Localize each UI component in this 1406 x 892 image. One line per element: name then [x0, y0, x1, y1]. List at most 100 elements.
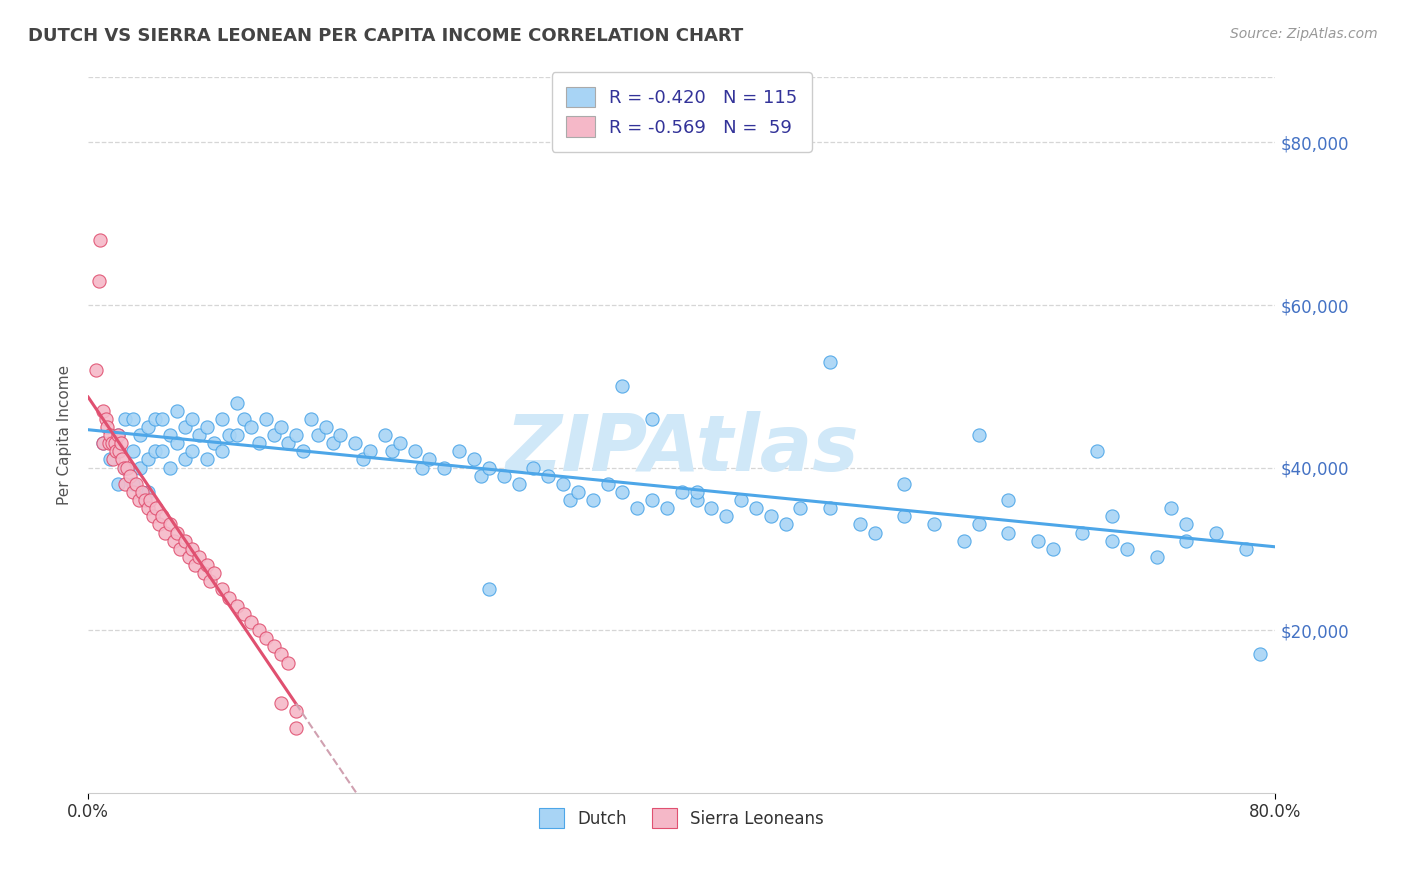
Point: [136, 420, 159, 434]
Point: [952, 533, 974, 548]
Point: [118, 468, 141, 483]
Point: [893, 476, 915, 491]
Point: [818, 355, 841, 369]
Point: [329, 428, 352, 442]
Point: [418, 452, 440, 467]
Point: [849, 517, 872, 532]
Point: [685, 485, 707, 500]
Point: [181, 541, 204, 556]
Point: [163, 533, 186, 548]
Point: [716, 509, 738, 524]
Point: [105, 444, 128, 458]
Point: [211, 582, 233, 597]
Point: [551, 476, 574, 491]
Point: [202, 566, 225, 581]
Point: [97, 436, 120, 450]
Point: [136, 452, 159, 467]
Point: [193, 566, 215, 581]
Point: [233, 411, 256, 425]
Point: [655, 501, 678, 516]
Point: [112, 460, 135, 475]
Point: [202, 436, 225, 450]
Point: [111, 452, 134, 467]
Point: [121, 411, 143, 425]
Point: [114, 460, 136, 475]
Point: [612, 379, 634, 393]
Point: [89, 233, 111, 247]
Point: [159, 428, 181, 442]
Point: [107, 428, 129, 442]
Point: [1205, 525, 1227, 540]
Point: [381, 444, 404, 458]
Point: [159, 460, 181, 475]
Point: [478, 460, 501, 475]
Point: [626, 501, 648, 516]
Point: [1085, 444, 1108, 458]
Point: [818, 501, 841, 516]
Point: [225, 428, 247, 442]
Point: [537, 468, 560, 483]
Point: [159, 517, 181, 532]
Point: [184, 558, 207, 573]
Point: [128, 493, 150, 508]
Point: [247, 436, 270, 450]
Point: [1101, 509, 1123, 524]
Point: [150, 509, 173, 524]
Text: Source: ZipAtlas.com: Source: ZipAtlas.com: [1230, 27, 1378, 41]
Point: [344, 436, 367, 450]
Point: [700, 501, 723, 516]
Point: [148, 517, 170, 532]
Point: [173, 452, 195, 467]
Point: [129, 428, 152, 442]
Point: [967, 428, 990, 442]
Point: [449, 444, 471, 458]
Text: DUTCH VS SIERRA LEONEAN PER CAPITA INCOME CORRELATION CHART: DUTCH VS SIERRA LEONEAN PER CAPITA INCOM…: [28, 27, 744, 45]
Point: [292, 444, 315, 458]
Point: [181, 411, 204, 425]
Point: [211, 444, 233, 458]
Point: [789, 501, 811, 516]
Point: [374, 428, 396, 442]
Point: [195, 452, 218, 467]
Point: [508, 476, 530, 491]
Point: [582, 493, 605, 508]
Point: [1160, 501, 1182, 516]
Point: [233, 607, 256, 621]
Point: [91, 436, 114, 450]
Point: [195, 420, 218, 434]
Point: [1101, 533, 1123, 548]
Point: [240, 420, 263, 434]
Point: [254, 632, 277, 646]
Point: [121, 485, 143, 500]
Point: [1116, 541, 1139, 556]
Point: [104, 436, 127, 450]
Point: [284, 705, 307, 719]
Point: [322, 436, 344, 450]
Point: [195, 558, 218, 573]
Point: [169, 541, 191, 556]
Point: [100, 428, 122, 442]
Point: [173, 420, 195, 434]
Point: [94, 411, 117, 425]
Point: [115, 460, 138, 475]
Legend: Dutch, Sierra Leoneans: Dutch, Sierra Leoneans: [533, 802, 831, 834]
Point: [359, 444, 381, 458]
Point: [1234, 541, 1257, 556]
Point: [181, 444, 204, 458]
Point: [863, 525, 886, 540]
Point: [1146, 549, 1168, 564]
Point: [270, 696, 292, 710]
Point: [612, 485, 634, 500]
Point: [100, 452, 122, 467]
Point: [136, 485, 159, 500]
Point: [240, 615, 263, 629]
Point: [166, 525, 188, 540]
Point: [893, 509, 915, 524]
Point: [1175, 517, 1198, 532]
Point: [492, 468, 515, 483]
Point: [567, 485, 589, 500]
Point: [103, 452, 125, 467]
Point: [177, 549, 200, 564]
Point: [922, 517, 945, 532]
Point: [352, 452, 374, 467]
